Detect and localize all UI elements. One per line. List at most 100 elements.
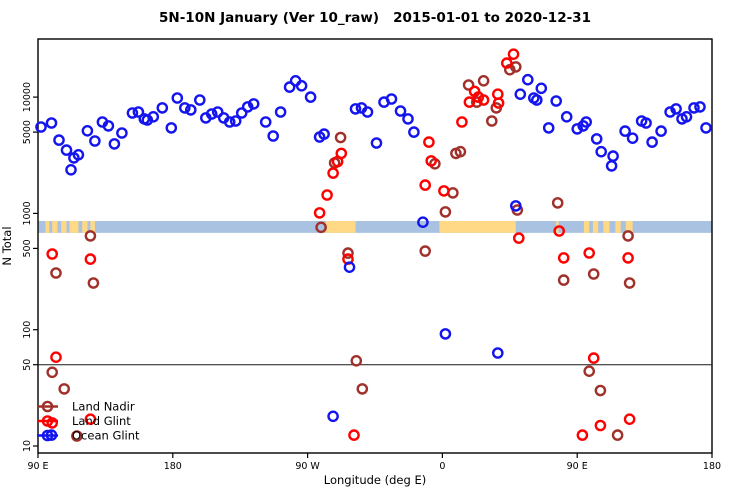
data-point-land_glint bbox=[507, 48, 520, 61]
data-point-ocean_glint bbox=[318, 128, 330, 140]
x-axis-label: Longitude (deg E) bbox=[324, 473, 426, 487]
band-land-patch bbox=[45, 221, 50, 233]
data-point-ocean_glint bbox=[595, 145, 608, 158]
data-point-land_glint bbox=[313, 207, 326, 219]
data-point-land_nadir bbox=[447, 187, 459, 199]
data-point-ocean_glint bbox=[295, 80, 308, 92]
data-point-ocean_glint bbox=[670, 103, 682, 115]
data-point-ocean_glint bbox=[259, 116, 272, 128]
data-point-land_nadir bbox=[485, 115, 498, 127]
data-point-ocean_glint bbox=[304, 91, 317, 103]
data-point-land_nadir bbox=[470, 96, 483, 108]
data-point-land_glint bbox=[594, 419, 607, 432]
data-point-ocean_glint bbox=[178, 102, 191, 114]
data-point-land_nadir bbox=[87, 277, 100, 289]
data-point-land_glint bbox=[331, 155, 344, 168]
map-band bbox=[38, 221, 712, 233]
data-point-ocean_glint bbox=[60, 144, 73, 156]
data-point-ocean_glint bbox=[235, 107, 248, 119]
data-point-ocean_glint bbox=[605, 160, 618, 172]
data-point-land_nadir bbox=[58, 383, 70, 395]
data-point-land_glint bbox=[583, 247, 596, 259]
data-point-land_nadir bbox=[509, 61, 522, 73]
data-point-land_glint bbox=[477, 94, 490, 106]
data-point-land_nadir bbox=[350, 354, 363, 367]
data-point-ocean_glint bbox=[408, 126, 420, 138]
data-point-land_glint bbox=[84, 413, 97, 426]
data-point-land_glint bbox=[84, 253, 97, 265]
data-point-ocean_glint bbox=[664, 106, 676, 118]
x-tick-label: 0 bbox=[439, 461, 445, 472]
data-point-ocean_glint bbox=[267, 130, 280, 142]
legend-symbol-land_glint bbox=[41, 415, 54, 427]
data-point-land_nadir bbox=[46, 366, 59, 379]
data-point-land_nadir bbox=[557, 274, 570, 286]
data-point-ocean_glint bbox=[571, 123, 584, 135]
data-point-land_nadir bbox=[583, 365, 596, 378]
data-point-ocean_glint bbox=[590, 133, 603, 145]
data-point-land_glint bbox=[321, 189, 333, 201]
data-point-ocean_glint bbox=[211, 106, 224, 118]
band-land-patch bbox=[52, 221, 58, 233]
data-point-land_glint bbox=[327, 167, 339, 179]
band-ocean bbox=[38, 221, 712, 233]
data-point-land_nadir bbox=[587, 268, 600, 280]
data-point-land_glint bbox=[438, 185, 450, 197]
data-point-ocean_glint bbox=[89, 135, 101, 147]
data-point-ocean_glint bbox=[655, 125, 667, 137]
data-point-ocean_glint bbox=[45, 117, 58, 129]
y-tick-label: 5000 bbox=[22, 120, 33, 144]
data-point-land_glint bbox=[425, 155, 438, 167]
data-point-ocean_glint bbox=[72, 148, 85, 161]
data-point-land_glint bbox=[423, 136, 435, 148]
data-point-land_nadir bbox=[594, 384, 607, 397]
band-land-patch bbox=[69, 221, 79, 233]
band-land-patch bbox=[90, 221, 95, 233]
data-point-ocean_glint bbox=[53, 134, 65, 146]
y-tick-label: 1000 bbox=[22, 201, 33, 225]
data-point-ocean_glint bbox=[531, 94, 543, 106]
data-point-land_nadir bbox=[315, 221, 327, 234]
data-point-ocean_glint bbox=[626, 132, 639, 144]
data-point-land_glint bbox=[553, 225, 566, 237]
band-land-patch bbox=[82, 221, 88, 233]
legend-label-ocean_glint: Ocean Glint bbox=[72, 429, 140, 443]
data-point-land_glint bbox=[492, 97, 505, 109]
data-point-ocean_glint bbox=[491, 347, 504, 359]
data-point-land_nadir bbox=[462, 79, 475, 91]
data-point-land_glint bbox=[463, 96, 476, 108]
band-land-patch bbox=[439, 221, 516, 233]
data-point-ocean_glint bbox=[126, 107, 139, 119]
band-land-patch bbox=[603, 221, 610, 233]
data-point-ocean_glint bbox=[640, 117, 652, 129]
legend-label-land_nadir: Land Nadir bbox=[72, 400, 135, 414]
data-point-ocean_glint bbox=[700, 122, 712, 134]
x-tick-label: 180 bbox=[164, 461, 182, 472]
axes: 90 E 180 90 W 0 90 E 180 10 50 100 500 1000 5000 100… bbox=[22, 38, 721, 472]
data-point-land_glint bbox=[50, 351, 62, 364]
band-land-patch bbox=[625, 221, 633, 233]
data-point-ocean_glint bbox=[646, 136, 658, 148]
legend-symbol-ocean_glint bbox=[41, 429, 54, 442]
data-point-land_nadir bbox=[342, 247, 354, 259]
chart-title: 5N-10N January (Ver 10_raw) 2015-01-01 t… bbox=[159, 10, 591, 26]
data-point-land_nadir bbox=[477, 75, 490, 87]
data-point-ocean_glint bbox=[694, 101, 706, 113]
data-point-ocean_glint bbox=[229, 115, 242, 127]
data-point-land_nadir bbox=[439, 206, 452, 218]
data-point-ocean_glint bbox=[223, 116, 236, 128]
data-point-ocean_glint bbox=[535, 82, 548, 95]
data-point-ocean_glint bbox=[65, 163, 77, 176]
plot-border bbox=[37, 38, 713, 454]
data-point-land_nadir bbox=[454, 145, 467, 158]
data-point-land_nadir bbox=[611, 429, 624, 441]
data-point-ocean_glint bbox=[402, 113, 414, 125]
data-point-ocean_glint bbox=[141, 114, 154, 126]
data-point-ocean_glint bbox=[680, 111, 693, 123]
data-point-land_nadir bbox=[71, 430, 83, 442]
data-point-ocean_glint bbox=[327, 410, 339, 423]
data-point-ocean_glint bbox=[35, 121, 47, 133]
